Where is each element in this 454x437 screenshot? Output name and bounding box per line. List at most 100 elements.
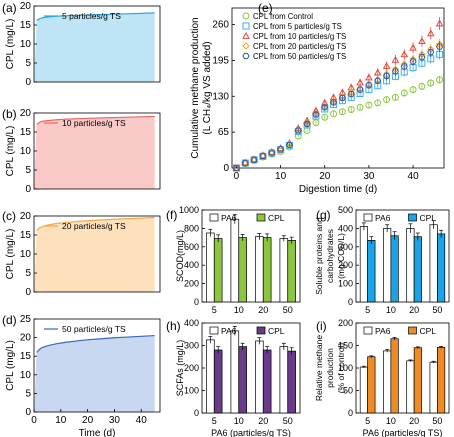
panel-a-legend-label: 5 particles/g TS — [62, 11, 121, 21]
panel-f-bar-cpl — [262, 237, 272, 303]
panel-i-ytick-label: 200 — [338, 318, 353, 328]
panel-i-legend-label: CPL — [420, 326, 437, 336]
panel-e-legend-marker — [242, 52, 250, 60]
panel-h-ytick-label: 300 — [184, 341, 199, 351]
panel-h-bar-cpl — [238, 346, 247, 414]
panel-g-xtick-label: 20 — [409, 305, 419, 315]
panel-f-legend-swatch-pa6 — [209, 213, 219, 222]
panel-label-i: (i) — [316, 319, 327, 333]
panel-d-ytick-label: 10 — [20, 370, 32, 381]
panel-i-legend-label: PA6 — [375, 326, 391, 336]
panel-g-bar-pa6 — [359, 226, 368, 303]
panel-f-frame — [201, 209, 301, 303]
panel-e-point — [285, 141, 293, 148]
panel-label-b: (b) — [2, 107, 17, 121]
panel-f-ytick-label: 600 — [184, 242, 199, 252]
panel-c-ytick-label: 0 — [25, 287, 31, 298]
panel-g-ylabel-line2: carbohydrates — [325, 229, 335, 283]
panel-i-xtick-label: 5 — [365, 416, 370, 426]
panel-e-point — [347, 106, 355, 114]
panel-e-ytick-label: 130 — [212, 91, 229, 102]
panel-h-bar-cpl — [213, 349, 223, 414]
panel-h-xtick-label: 10 — [234, 416, 244, 426]
panel-i-ylabel-line3: (% of control) — [336, 343, 346, 394]
panel-i-legend-swatch-pa6 — [363, 326, 373, 335]
panel-e-point — [268, 149, 276, 156]
panel-f-legend-label: CPL — [268, 213, 285, 223]
panel-e-legend-label: CPL from 10 particles/g TS — [253, 32, 346, 41]
panel-d-ylabel: CPL (mg/L) — [5, 340, 16, 391]
panel-e-point — [435, 19, 444, 27]
panel-g-ytick-label: 200 — [338, 260, 353, 270]
panel-e-xtick-label: 40 — [408, 171, 420, 182]
panel-g-ytick-label: 400 — [338, 223, 353, 233]
panel-e-point — [383, 72, 391, 79]
panel-c-ytick-label: 20 — [20, 211, 32, 222]
panel-e-ytick-label: 195 — [212, 55, 229, 66]
panel-e-point — [312, 119, 320, 127]
panel-d-ytick-label: 5 — [25, 388, 31, 399]
panel-c-series-line — [36, 216, 155, 231]
panel-i-ytick-label: 150 — [338, 341, 353, 351]
panel-e-legend-label: CPL from 20 particles/g TS — [253, 42, 346, 51]
panel-e-point — [330, 99, 338, 106]
panel-f-bar-pa6 — [255, 236, 264, 303]
panel-h-bar-pa6 — [206, 339, 215, 414]
panel-f-bar-pa6 — [279, 238, 289, 303]
panel-c-area-fill — [34, 217, 155, 292]
panel-g-bar-cpl — [437, 233, 446, 303]
plot-layer: 0 5 10 15 20 5 particles/g TS CPL (mg/L) 0 5 10 15… — [5, 1, 450, 437]
panel-f-bar-cpl — [287, 240, 296, 303]
panel-h-xlabel: PA6 (particles/g TS) — [211, 428, 291, 437]
panel-b-ytick-label: 5 — [25, 165, 31, 176]
panel-i-xtick-label: 20 — [409, 416, 419, 426]
panel-a-ylabel: CPL (mg/L) — [5, 19, 16, 70]
panel-g-ytick-label: 0 — [348, 297, 353, 307]
panel-h-bar-pa6 — [279, 346, 289, 414]
panel-b-ylabel: CPL (mg/L) — [5, 126, 16, 177]
panel-e-point — [418, 82, 426, 90]
panel-e-point — [391, 68, 399, 75]
panel-g-frame — [355, 209, 450, 303]
panel-a-ytick-label: 5 — [25, 58, 31, 69]
panel-a-ytick-label: 15 — [20, 20, 32, 31]
panel-e-ytick-label: 0 — [223, 163, 229, 174]
panel-e-point — [312, 111, 320, 118]
panel-e-point — [427, 49, 435, 56]
panel-e-point — [436, 43, 444, 50]
panel-label-a: (a) — [2, 1, 17, 15]
panel-a-area-fill — [34, 12, 155, 83]
panel-b-ytick-label: 10 — [20, 146, 32, 157]
panel-b-legend-label: 10 particles/g TS — [62, 118, 126, 128]
panel-e-point — [382, 61, 391, 69]
panel-f-legend-swatch-cpl — [256, 213, 266, 222]
panel-g-legend-swatch-pa6 — [363, 213, 373, 222]
panel-g-bar-cpl — [390, 235, 399, 303]
panel-e-legend-marker — [242, 12, 250, 20]
panel-e-point — [374, 99, 382, 107]
panel-e-point — [400, 63, 408, 70]
panel-h-bar-pa6 — [230, 330, 240, 414]
panel-e-point — [259, 152, 267, 159]
panel-label-c: (c) — [2, 209, 16, 223]
panel-c-ylabel: CPL (mg/L) — [5, 229, 16, 280]
panel-f-legend-label: PA6 — [221, 213, 237, 223]
panel-e-point — [347, 90, 355, 98]
panel-h-ytick-label: 100 — [184, 386, 199, 396]
panel-g-xtick-label: 50 — [432, 305, 442, 315]
panel-e-point — [294, 127, 302, 134]
panel-g-legend-label: PA6 — [375, 213, 391, 223]
panel-h-bar-pa6 — [255, 340, 264, 414]
panel-e-point — [356, 86, 364, 93]
panel-i-bar-pa6 — [406, 360, 415, 414]
panel-b-ytick-label: 20 — [20, 108, 32, 119]
panel-d-xlabel: Time (d) — [79, 428, 116, 437]
panel-c-legend-label: 20 particles/g TS — [62, 221, 126, 231]
panel-e-ylabel-line1: Cumulative methane production — [190, 17, 201, 158]
panel-e-point — [383, 96, 391, 104]
panel-a-ytick-label: 0 — [25, 77, 31, 88]
panel-f-bar-cpl — [238, 237, 247, 303]
panel-g-xtick-label: 10 — [386, 305, 396, 315]
panel-h-xtick-label: 20 — [258, 416, 268, 426]
panel-c-ytick-label: 5 — [25, 268, 31, 279]
